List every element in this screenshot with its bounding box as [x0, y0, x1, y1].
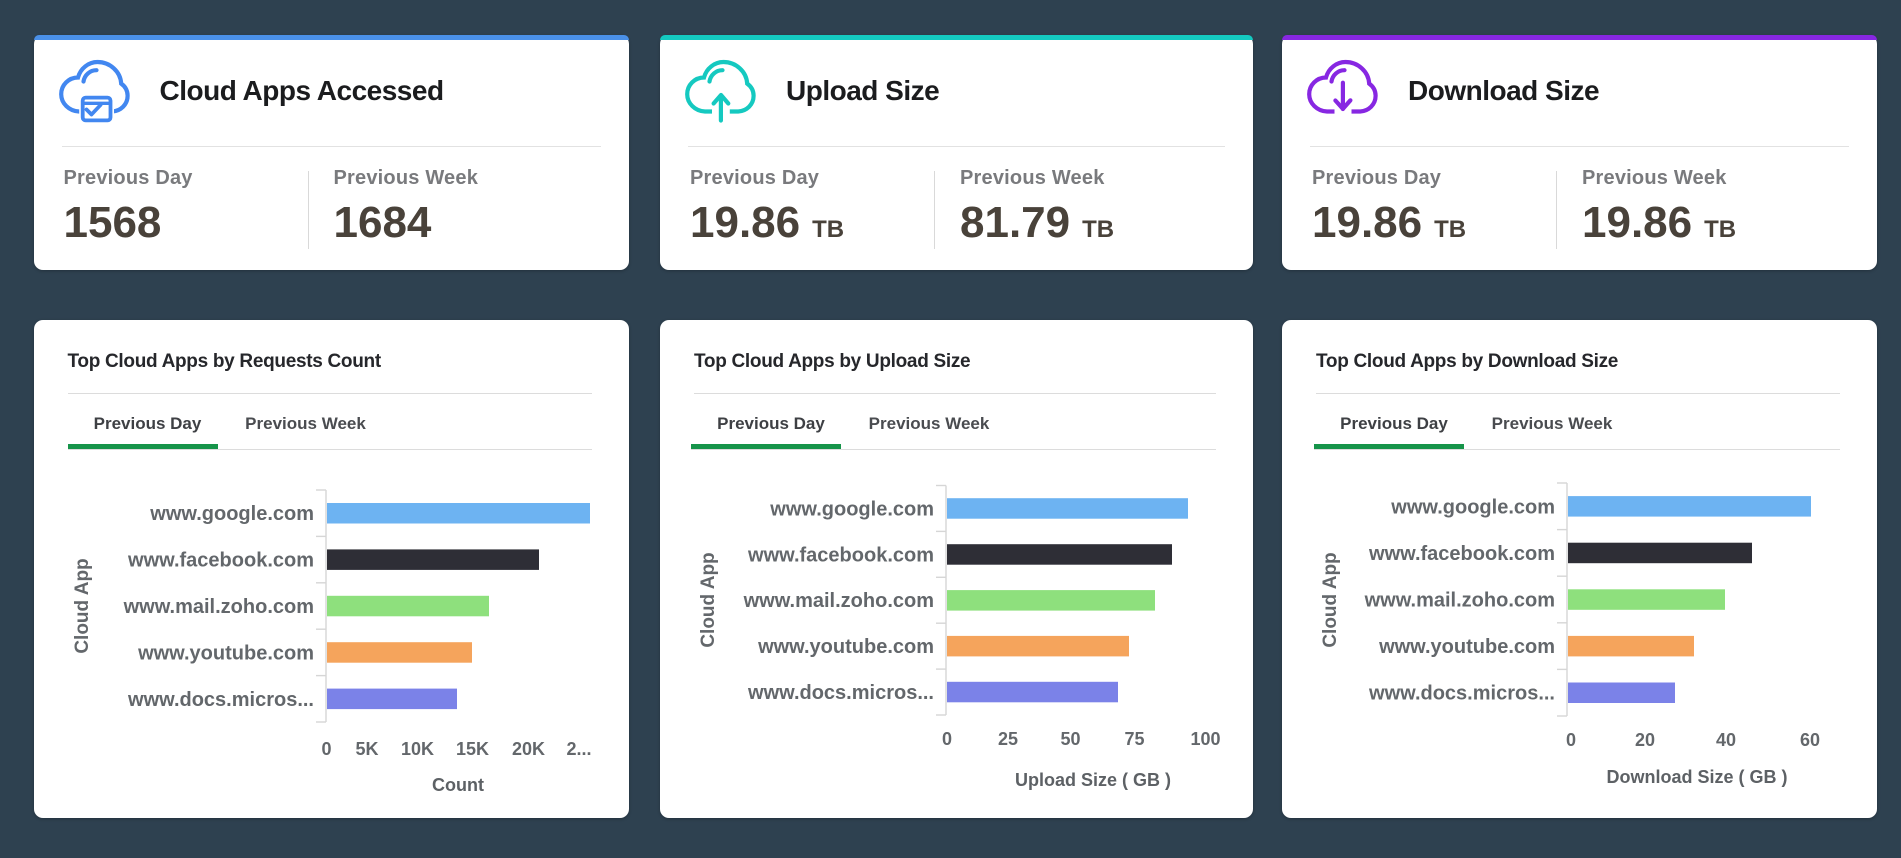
svg-text:Upload Size ( GB ): Upload Size ( GB ) [1015, 770, 1171, 790]
svg-text:www.facebook.com: www.facebook.com [127, 550, 314, 572]
svg-text:Cloud App: Cloud App [72, 558, 93, 653]
svg-text:www.youtube.com: www.youtube.com [1378, 636, 1555, 658]
svg-text:Cloud App: Cloud App [698, 552, 719, 647]
svg-text:www.docs.micros...: www.docs.micros... [1368, 683, 1555, 705]
svg-text:75: 75 [1124, 729, 1144, 749]
svg-text:0: 0 [942, 729, 952, 749]
svg-text:www.docs.micros...: www.docs.micros... [127, 689, 314, 711]
svg-text:www.youtube.com: www.youtube.com [137, 642, 314, 664]
svg-text:www.google.com: www.google.com [769, 498, 934, 520]
svg-text:25: 25 [998, 729, 1018, 749]
svg-text:60: 60 [1800, 730, 1820, 750]
svg-text:0: 0 [321, 739, 331, 759]
svg-text:www.mail.zoho.com: www.mail.zoho.com [122, 596, 313, 618]
svg-text:15K: 15K [455, 739, 488, 759]
svg-text:50: 50 [1060, 729, 1080, 749]
svg-text:0: 0 [1566, 730, 1576, 750]
svg-text:Cloud App: Cloud App [1320, 552, 1341, 647]
svg-text:20K: 20K [511, 739, 544, 759]
svg-text:5K: 5K [355, 739, 378, 759]
svg-text:www.facebook.com: www.facebook.com [1368, 543, 1555, 565]
svg-text:2...: 2... [566, 739, 591, 759]
svg-text:www.facebook.com: www.facebook.com [747, 544, 934, 566]
svg-text:www.google.com: www.google.com [149, 503, 314, 525]
svg-text:www.youtube.com: www.youtube.com [757, 636, 934, 658]
svg-text:20: 20 [1635, 730, 1655, 750]
svg-text:Count: Count [432, 775, 484, 795]
svg-text:100: 100 [1190, 729, 1220, 749]
svg-text:www.docs.micros...: www.docs.micros... [747, 682, 934, 704]
svg-text:www.mail.zoho.com: www.mail.zoho.com [743, 590, 934, 612]
svg-text:www.mail.zoho.com: www.mail.zoho.com [1364, 590, 1555, 612]
svg-text:10K: 10K [400, 739, 433, 759]
svg-text:Download Size ( GB ): Download Size ( GB ) [1606, 767, 1787, 787]
svg-text:www.google.com: www.google.com [1390, 496, 1555, 518]
svg-text:40: 40 [1716, 730, 1736, 750]
